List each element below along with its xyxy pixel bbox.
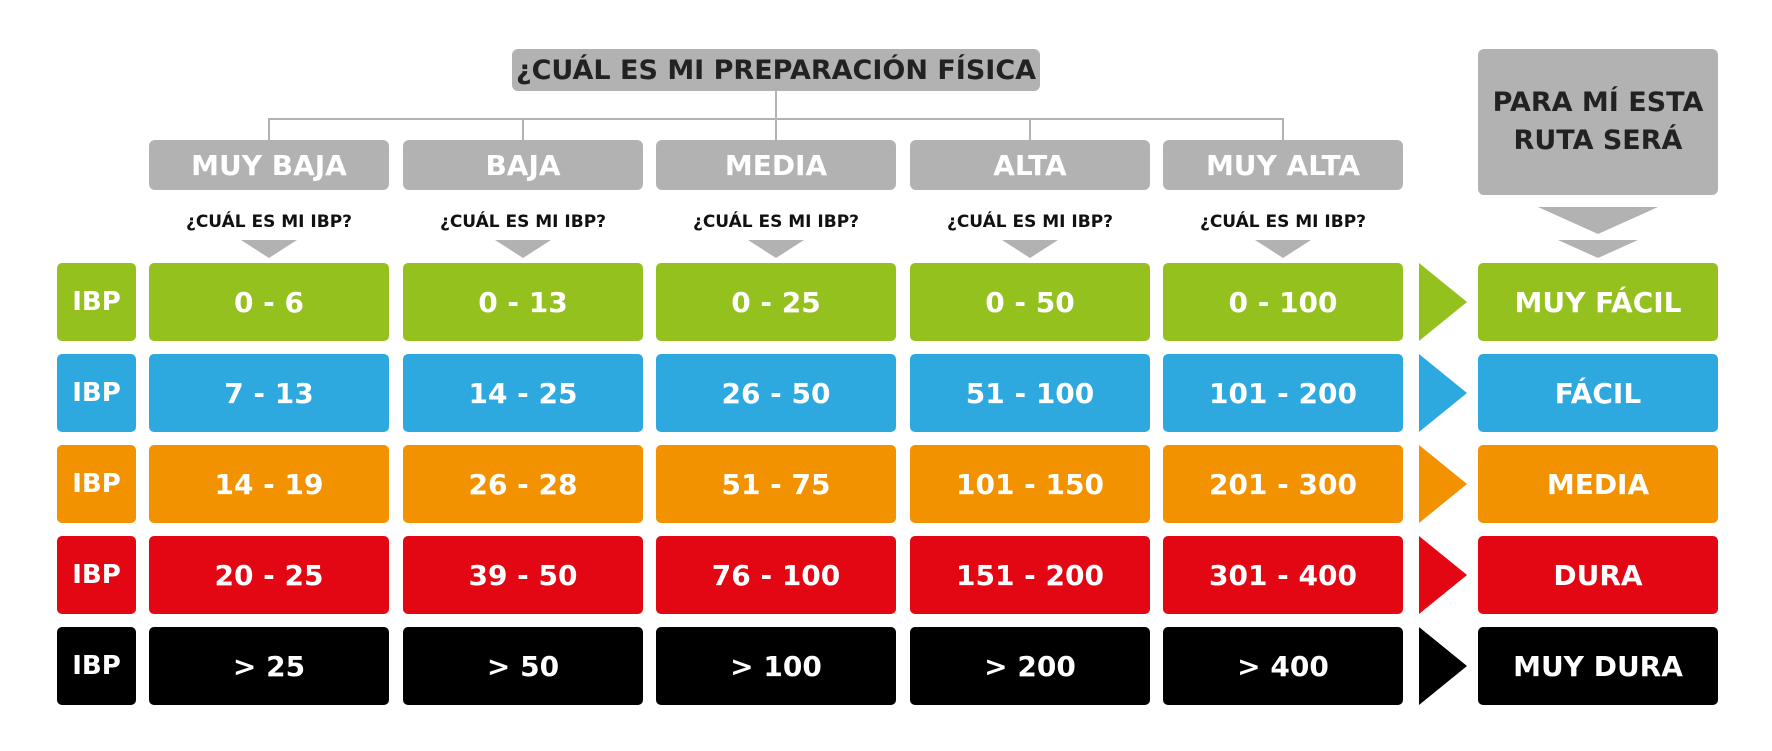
- row-label-ibp: IBP: [57, 536, 136, 614]
- row-label-ibp: IBP: [57, 627, 136, 705]
- result-down-arrow-small-icon: [1558, 240, 1638, 258]
- row-label-ibp: IBP: [57, 354, 136, 432]
- level-muy-alta: MUY ALTA: [1163, 140, 1403, 190]
- ibp-range-cell: > 50: [403, 627, 643, 705]
- route-difficulty-result: FÁCIL: [1478, 354, 1718, 432]
- ibp-range-cell: 0 - 100: [1163, 263, 1403, 341]
- ibp-range-cell: 14 - 25: [403, 354, 643, 432]
- ibp-range-cell: 0 - 6: [149, 263, 389, 341]
- row-label-ibp: IBP: [57, 263, 136, 341]
- ibp-question-baja: ¿CUÁL ES MI IBP?: [439, 212, 607, 232]
- right-arrow-icon: [1419, 354, 1467, 432]
- ibp-range-cell: 0 - 13: [403, 263, 643, 341]
- ibp-range-cell: > 400: [1163, 627, 1403, 705]
- ibp-range-cell: 20 - 25: [149, 536, 389, 614]
- level-connector-4: [1029, 118, 1031, 140]
- route-difficulty-result: MEDIA: [1478, 445, 1718, 523]
- ibp-range-cell: 0 - 25: [656, 263, 896, 341]
- title-connector-stem: [775, 91, 777, 119]
- ibp-range-cell: 26 - 50: [656, 354, 896, 432]
- down-arrow-icon: [495, 240, 551, 258]
- ibp-range-cell: 51 - 100: [910, 354, 1150, 432]
- ibp-range-cell: > 25: [149, 627, 389, 705]
- ibp-range-cell: > 100: [656, 627, 896, 705]
- ibp-range-cell: 26 - 28: [403, 445, 643, 523]
- ibp-range-cell: 101 - 200: [1163, 354, 1403, 432]
- level-connector-2: [522, 118, 524, 140]
- level-media: MEDIA: [656, 140, 896, 190]
- level-alta: ALTA: [910, 140, 1150, 190]
- ibp-question-media: ¿CUÁL ES MI IBP?: [692, 212, 860, 232]
- result-down-arrow-icon: [1538, 207, 1658, 234]
- ibp-range-cell: 7 - 13: [149, 354, 389, 432]
- route-difficulty-result: DURA: [1478, 536, 1718, 614]
- ibp-range-cell: 201 - 300: [1163, 445, 1403, 523]
- ibp-range-cell: 14 - 19: [149, 445, 389, 523]
- ibp-range-cell: 76 - 100: [656, 536, 896, 614]
- ibp-range-cell: 101 - 150: [910, 445, 1150, 523]
- fitness-question-title: ¿CUÁL ES MI PREPARACIÓN FÍSICA: [512, 49, 1040, 91]
- row-label-ibp: IBP: [57, 445, 136, 523]
- down-arrow-icon: [1002, 240, 1058, 258]
- level-baja: BAJA: [403, 140, 643, 190]
- level-muy-baja: MUY BAJA: [149, 140, 389, 190]
- ibp-range-cell: 151 - 200: [910, 536, 1150, 614]
- ibp-question-alta: ¿CUÁL ES MI IBP?: [946, 212, 1114, 232]
- ibp-question-muy-alta: ¿CUÁL ES MI IBP?: [1199, 212, 1367, 232]
- route-difficulty-result: MUY DURA: [1478, 627, 1718, 705]
- ibp-range-cell: 51 - 75: [656, 445, 896, 523]
- result-header-line-2: RUTA SERÁ: [1513, 125, 1683, 156]
- level-connector-5: [1282, 118, 1284, 140]
- down-arrow-icon: [1255, 240, 1311, 258]
- right-arrow-icon: [1419, 536, 1467, 614]
- right-arrow-icon: [1419, 263, 1467, 341]
- ibp-range-cell: 39 - 50: [403, 536, 643, 614]
- route-difficulty-result: MUY FÁCIL: [1478, 263, 1718, 341]
- right-arrow-icon: [1419, 445, 1467, 523]
- result-header-line-1: PARA MÍ ESTA: [1492, 87, 1704, 118]
- level-connector-3: [775, 118, 777, 140]
- ibp-range-cell: 301 - 400: [1163, 536, 1403, 614]
- ibp-question-muy-baja: ¿CUÁL ES MI IBP?: [185, 212, 353, 232]
- ibp-range-cell: > 200: [910, 627, 1150, 705]
- ibp-range-cell: 0 - 50: [910, 263, 1150, 341]
- right-arrow-icon: [1419, 627, 1467, 705]
- result-header: PARA MÍ ESTA RUTA SERÁ: [1478, 49, 1718, 195]
- down-arrow-icon: [748, 240, 804, 258]
- level-connector-1: [268, 118, 270, 140]
- down-arrow-icon: [241, 240, 297, 258]
